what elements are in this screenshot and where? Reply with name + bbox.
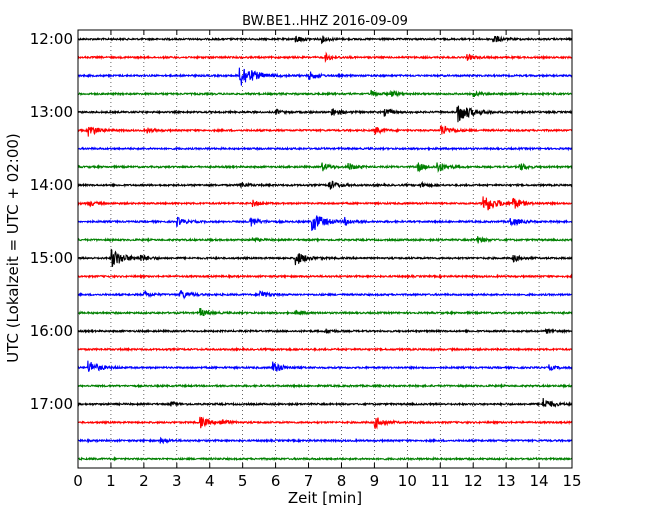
trace-row-1730 [77, 436, 573, 445]
trace-row-1615 [77, 346, 573, 353]
x-tick-label: 15 [562, 472, 581, 490]
y-tick-label: 12:00 [30, 30, 73, 48]
x-tick-label: 11 [431, 472, 450, 490]
trace-row-1515 [77, 273, 573, 280]
y-tick-label: 17:00 [30, 395, 73, 413]
x-tick-label: 5 [238, 472, 248, 490]
x-tick-label: 7 [304, 472, 314, 490]
trace-row-1500 [77, 248, 573, 268]
trace-row-1630 [77, 360, 573, 372]
x-tick-label: 13 [497, 472, 516, 490]
trace-row-1715 [77, 416, 573, 430]
trace-row-1215 [77, 51, 573, 63]
trace-row-1400 [77, 180, 573, 190]
trace-row-1415 [77, 196, 573, 211]
plot-frame [77, 29, 573, 469]
trace-row-1600 [77, 328, 573, 335]
x-tick-label: 0 [73, 472, 83, 490]
trace-row-1445 [77, 236, 573, 244]
trace-row-1645 [77, 383, 573, 389]
x-tick-label: 12 [464, 472, 483, 490]
y-tick-label: 15:00 [30, 249, 73, 267]
trace-row-1545 [77, 307, 573, 317]
x-axis-label: Zeit [min] [288, 489, 362, 507]
chart-title: BW.BE1..HHZ 2016-09-09 [242, 14, 408, 29]
trace-row-1700 [77, 397, 573, 408]
x-tick-label: 6 [271, 472, 281, 490]
trace-rows [77, 35, 573, 462]
trace-row-1530 [77, 289, 573, 300]
y-tick-label: 13:00 [30, 103, 73, 121]
trace-row-1200 [77, 35, 573, 45]
trace-row-1245 [77, 89, 573, 98]
trace-row-1345 [77, 162, 573, 174]
x-tick-label: 3 [172, 472, 182, 490]
y-tick-label: 14:00 [30, 176, 73, 194]
x-tick-label: 2 [139, 472, 149, 490]
y-axis-label: UTC (Lokalzeit = UTC + 02:00) [4, 133, 22, 363]
x-axis: 0 1 2 3 4 5 6 7 8 9 10 11 12 13 14 15 [73, 30, 582, 490]
x-tick-label: 1 [106, 472, 116, 490]
trace-row-1330 [77, 145, 573, 152]
x-tick-label: 14 [530, 472, 549, 490]
x-tick-label: 8 [337, 472, 347, 490]
trace-row-1230 [77, 67, 573, 86]
y-tick-label: 16:00 [30, 322, 73, 340]
trace-row-1430 [77, 215, 573, 231]
y-axis: 12:00 13:00 14:00 15:00 16:00 17:00 [30, 30, 572, 413]
x-tick-label: 9 [370, 472, 380, 490]
x-tick-label: 4 [205, 472, 215, 490]
trace-row-1300 [77, 105, 573, 123]
trace-row-1315 [77, 124, 573, 137]
x-tick-label: 10 [398, 472, 417, 490]
trace-row-1745 [77, 455, 573, 462]
